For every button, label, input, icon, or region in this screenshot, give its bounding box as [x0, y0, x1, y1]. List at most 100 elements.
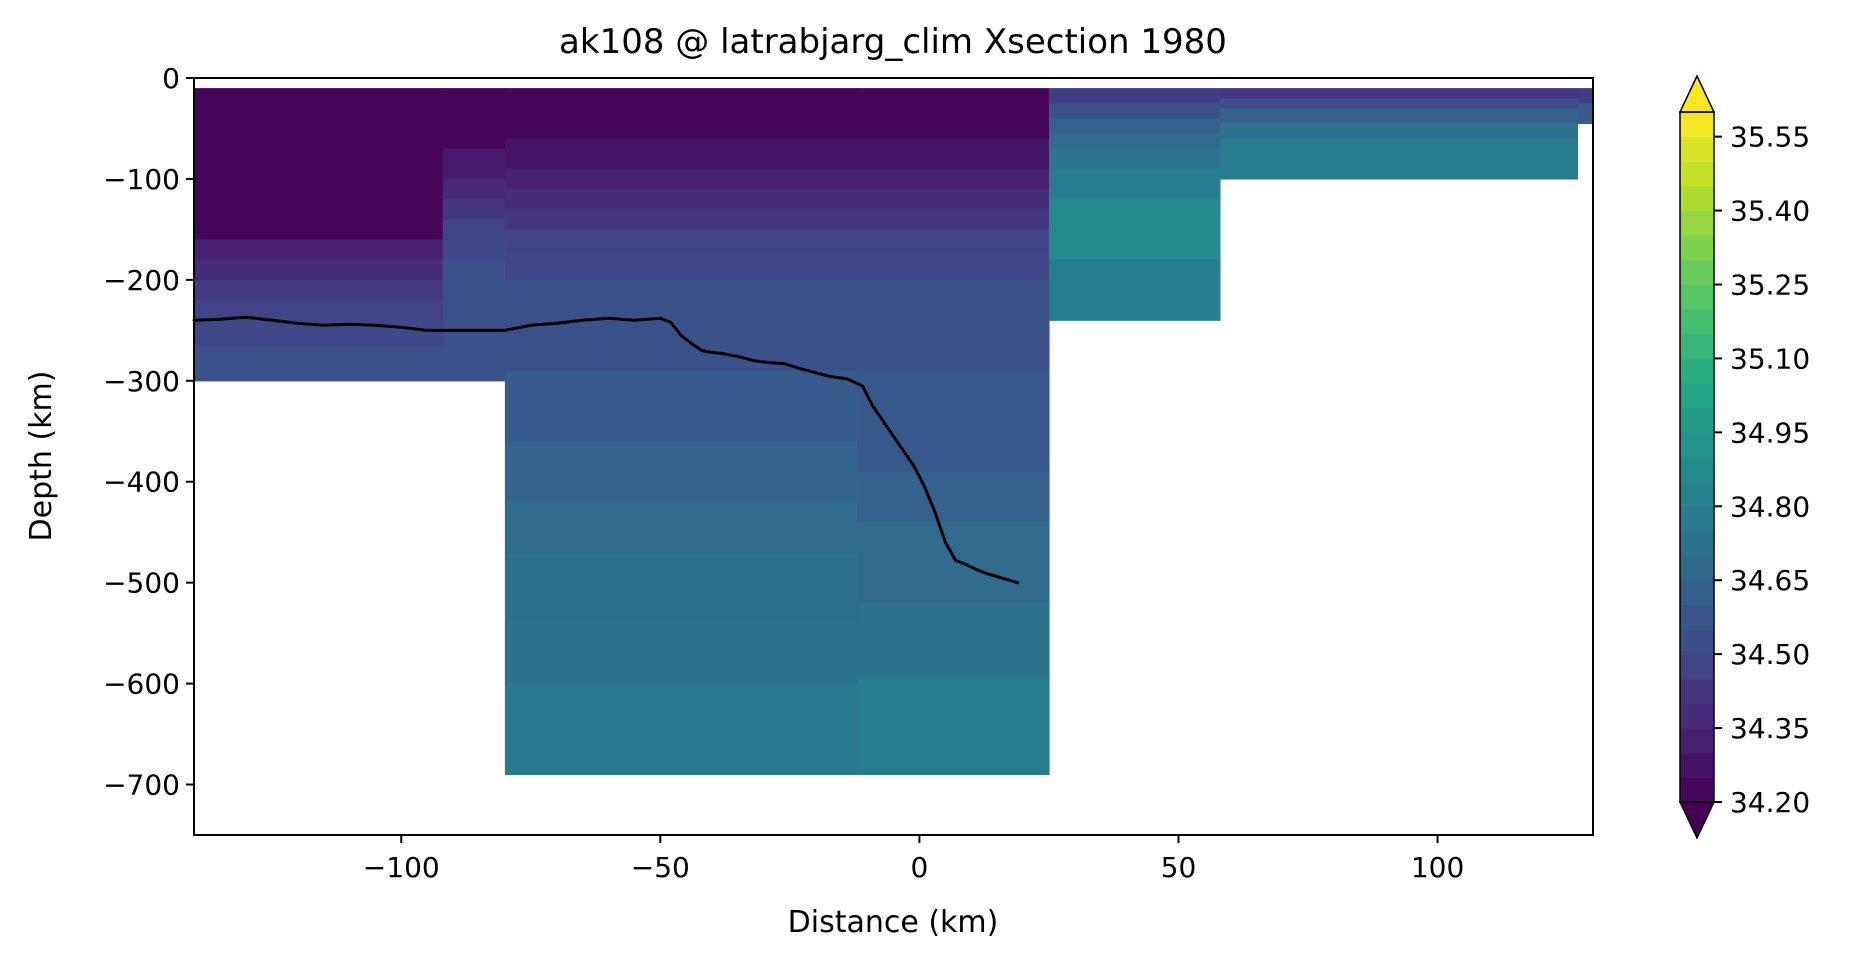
- colorbar-tick-label: 34.95: [1730, 416, 1810, 449]
- colorbar-segment: [1680, 112, 1714, 138]
- contour-band: [504, 552, 858, 624]
- depth-line-series: [192, 315, 1020, 585]
- x-tick-label: 100: [1411, 851, 1464, 884]
- contour-band: [504, 623, 858, 685]
- x-axis: −100 −50 0 50 100: [363, 835, 1464, 884]
- y-tick-label: −200: [103, 264, 180, 297]
- contour-band: [857, 370, 1050, 473]
- contour-band: [504, 683, 858, 776]
- contour-band: [1219, 123, 1579, 140]
- colorbar-tick-label: 34.80: [1730, 490, 1810, 523]
- contour-band: [194, 279, 444, 301]
- contour-band: [504, 168, 858, 190]
- contour-band: [194, 300, 444, 321]
- contour-band: [504, 254, 858, 281]
- colorbar: 34.20 34.35 34.50 34.65 34.80 34.95 35.10 35.25…: [1678, 74, 1810, 840]
- y-tick-label: 0: [162, 62, 180, 95]
- colorbar-tick-label: 35.25: [1730, 269, 1810, 302]
- contour-band: [857, 522, 1050, 604]
- colorbar-segment: [1680, 481, 1714, 507]
- contour-band: [442, 219, 506, 241]
- contour-band: [504, 279, 858, 372]
- y-tick-label: −600: [103, 668, 180, 701]
- colorbar-segment: [1680, 728, 1714, 754]
- contour-band: [857, 138, 1050, 170]
- contour-band: [194, 345, 444, 382]
- y-tick-label: −100: [103, 163, 180, 196]
- colorbar-segment: [1680, 580, 1714, 606]
- colorbar-segment: [1680, 161, 1714, 187]
- x-tick-label: −50: [631, 851, 690, 884]
- contour-band: [857, 229, 1050, 256]
- contour-band: [504, 209, 858, 230]
- contour-band: [504, 229, 858, 256]
- contour-band: [1048, 118, 1221, 135]
- colorbar-segment: [1680, 530, 1714, 557]
- contour-band: [504, 88, 858, 140]
- contour-band: [857, 189, 1050, 210]
- x-tick-label: 50: [1161, 851, 1197, 884]
- colorbar-tick-label: 34.35: [1730, 712, 1810, 745]
- contour-band: [504, 441, 858, 503]
- colorbar-segment: [1680, 629, 1714, 655]
- chart-title: ak108 @ latrabjarg_clim Xsection 1980: [559, 22, 1227, 62]
- contour-band: [857, 678, 1050, 776]
- colorbar-tick-label: 34.65: [1730, 564, 1810, 597]
- contour-band: [504, 501, 858, 553]
- colorbar-segment: [1680, 136, 1714, 162]
- colorbar-segment: [1680, 185, 1714, 212]
- contour-band: [1048, 133, 1221, 150]
- contour-band: [857, 602, 1050, 680]
- colorbar-segment: [1680, 604, 1714, 631]
- colorbar-segment: [1680, 407, 1714, 433]
- colorbar-segment: [1680, 752, 1714, 778]
- contour-band: [504, 138, 858, 170]
- contour-band: [194, 88, 444, 241]
- x-tick-label: 0: [910, 851, 928, 884]
- colorbar-segment: [1680, 457, 1714, 483]
- overlay-layer: [192, 315, 1020, 585]
- y-tick-label: −300: [103, 365, 180, 398]
- contour-band: [1048, 88, 1221, 104]
- y-axis: 0 −100 −200 −300 −400 −500 −600 −700: [103, 62, 194, 802]
- colorbar-segment: [1680, 777, 1714, 803]
- colorbar-segment: [1680, 333, 1714, 360]
- colorbar-segment: [1680, 210, 1714, 236]
- colorbar-segment: [1680, 284, 1714, 310]
- contour-band: [1219, 108, 1579, 125]
- y-tick-label: −500: [103, 567, 180, 600]
- colorbar-segment: [1680, 678, 1714, 705]
- contour-band: [857, 209, 1050, 230]
- contour-band: [442, 178, 506, 200]
- contour-band: [1577, 103, 1593, 125]
- contour-band: [442, 259, 506, 382]
- colorbar-frame: [1679, 111, 1715, 803]
- contour-band: [504, 370, 858, 442]
- contour-band: [857, 168, 1050, 190]
- colorbar-segment: [1680, 432, 1714, 458]
- colorbar-segment: [1680, 506, 1714, 532]
- y-axis-label: Depth (km): [24, 371, 59, 542]
- contour-band: [1219, 138, 1579, 180]
- colorbar-tick-label: 34.50: [1730, 638, 1810, 671]
- colorbar-segment: [1680, 235, 1714, 261]
- contour-band: [1577, 88, 1593, 104]
- y-tick-label: −400: [103, 466, 180, 499]
- colorbar-tick-label: 34.20: [1730, 786, 1810, 819]
- contour-band: [1048, 148, 1221, 170]
- y-tick-label: −700: [103, 769, 180, 802]
- colorbar-segment: [1680, 555, 1714, 581]
- contour-band: [857, 279, 1050, 372]
- contour-band: [442, 148, 506, 180]
- colorbar-segment: [1680, 383, 1714, 409]
- contour-band: [442, 199, 506, 220]
- contour-band: [194, 239, 444, 261]
- colorbar-extend-min: [1678, 801, 1716, 840]
- contour-band: [1048, 168, 1221, 200]
- contour-band: [1048, 103, 1221, 119]
- contour-band: [1048, 199, 1221, 261]
- contour-band: [442, 88, 506, 150]
- plot-frame: [193, 77, 1594, 836]
